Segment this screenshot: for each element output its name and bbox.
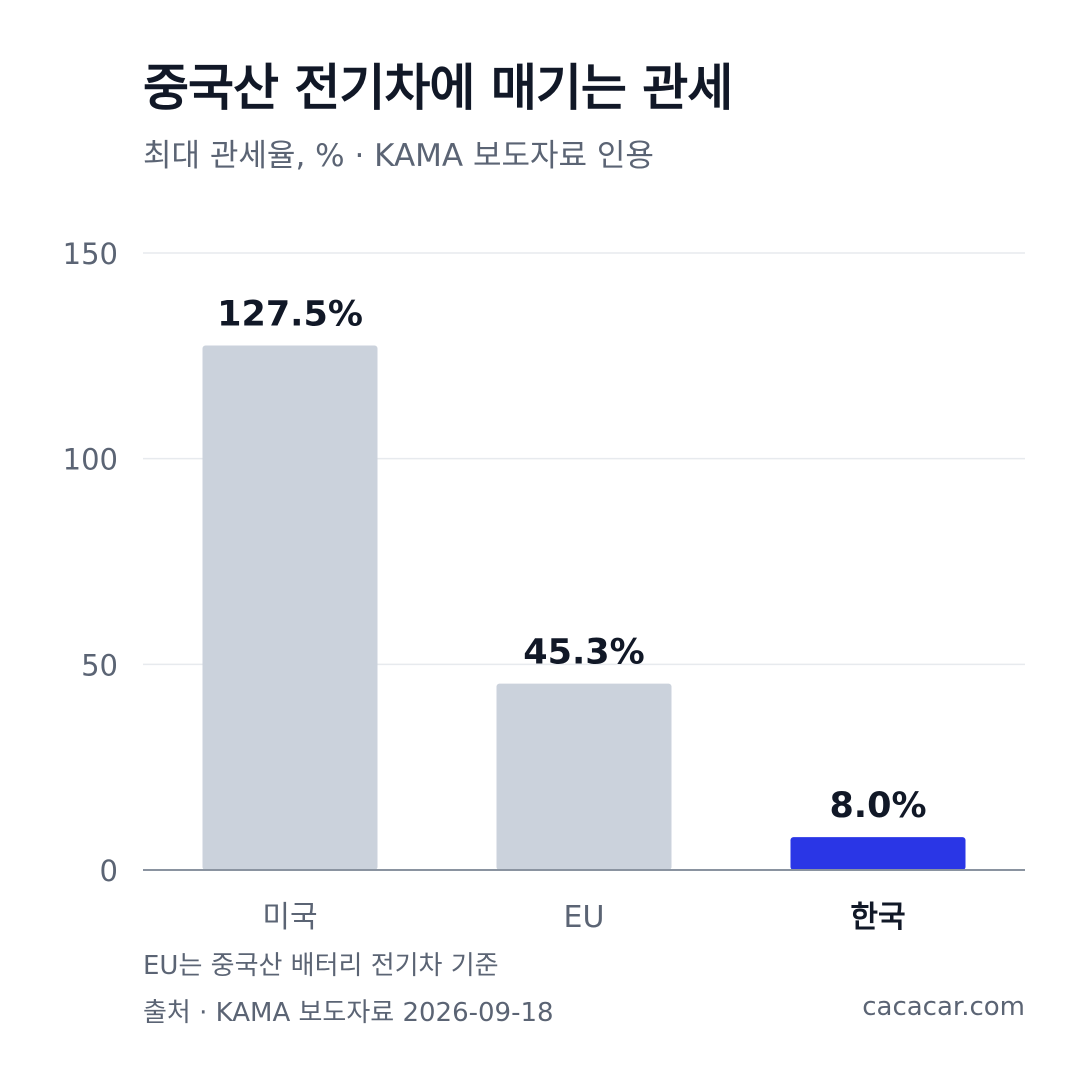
x-tick-label: 한국 xyxy=(850,900,905,935)
bars xyxy=(202,345,966,870)
y-tick-label: 0 xyxy=(100,854,118,888)
bar-2 xyxy=(496,683,672,870)
source-credit: 출처 · KAMA 보도자료 2026-09-18 xyxy=(143,998,554,1028)
y-tick-label: 50 xyxy=(81,648,118,682)
footnote: EU는 중국산 배터리 전기차 기준 xyxy=(143,951,499,981)
x-tick-label: EU xyxy=(564,900,605,935)
bar-3 xyxy=(790,837,966,870)
chart-title: 중국산 전기차에 매기는 관세 xyxy=(143,59,733,117)
value-labels: 127.5% 45.3% 8.0% xyxy=(217,295,926,827)
y-tick-label: 150 xyxy=(63,237,118,271)
value-label: 127.5% xyxy=(217,295,363,335)
value-label: 8.0% xyxy=(829,786,926,826)
site-credit: cacacar.com xyxy=(862,992,1025,1022)
value-label: 45.3% xyxy=(523,633,644,673)
y-axis-ticks: 0 50 100 150 xyxy=(63,237,118,888)
x-tick-label: 미국 xyxy=(262,900,317,935)
x-axis-ticks: 미국 EU 한국 xyxy=(262,900,905,935)
chart-subtitle: 최대 관세율, % · KAMA 보도자료 인용 xyxy=(143,138,654,174)
bar-1 xyxy=(202,345,378,870)
y-tick-label: 100 xyxy=(63,443,118,477)
